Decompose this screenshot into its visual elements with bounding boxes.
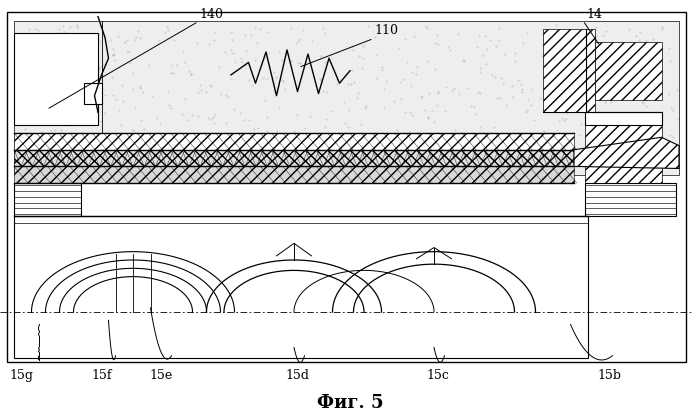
Bar [14, 21, 679, 175]
Text: 15b: 15b [597, 369, 621, 382]
Bar [14, 183, 80, 216]
Text: 14: 14 [587, 8, 603, 21]
Text: 140: 140 [199, 8, 223, 21]
Bar [7, 12, 686, 362]
Text: 15c: 15c [426, 369, 449, 382]
Text: 15f: 15f [91, 369, 112, 382]
Bar [14, 33, 98, 125]
Polygon shape [574, 137, 679, 168]
Bar [542, 29, 595, 112]
Polygon shape [584, 112, 662, 125]
Bar [14, 216, 588, 358]
Bar [584, 112, 662, 183]
Bar [584, 183, 676, 216]
Bar [14, 150, 574, 166]
Bar [14, 166, 574, 183]
Bar [14, 21, 679, 175]
Text: 110: 110 [374, 25, 398, 37]
Text: 15d: 15d [286, 369, 309, 382]
Bar [595, 42, 662, 100]
Text: Фиг. 5: Фиг. 5 [316, 394, 384, 412]
Text: 15g: 15g [9, 369, 33, 382]
Bar [84, 83, 102, 104]
Text: 15e: 15e [149, 369, 173, 382]
Bar [14, 133, 574, 150]
